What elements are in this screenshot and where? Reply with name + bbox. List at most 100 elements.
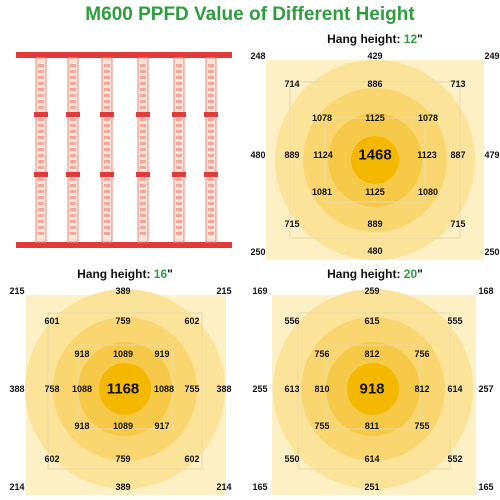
inner-middle-left: 810 [314, 384, 330, 394]
led-diode [140, 196, 146, 199]
outer-top-left: 601 [44, 316, 60, 326]
led-diode [38, 208, 44, 211]
edge-left: 255 [252, 384, 268, 394]
bar-connector [172, 112, 186, 117]
ppfd-panel-16in: Hang height: 16" 215 215 214 214 389 389… [0, 265, 250, 497]
led-diode [70, 142, 76, 145]
inner-top-center: 1125 [365, 113, 385, 123]
outer-top-left: 714 [284, 79, 300, 89]
led-diode [208, 88, 214, 91]
led-diode [176, 226, 182, 229]
led-diode [104, 166, 110, 169]
led-diode [140, 64, 146, 67]
led-diode [38, 118, 44, 121]
outer-top-center: 886 [367, 79, 383, 89]
outer-top-center: 759 [115, 316, 131, 326]
led-diode [140, 118, 146, 121]
bar-connector [66, 112, 80, 117]
led-diode [104, 118, 110, 121]
inner-middle-left: 1088 [71, 384, 93, 394]
led-diode [104, 214, 110, 217]
led-diode [140, 214, 146, 217]
led-diode [208, 70, 214, 73]
led-diode [208, 208, 214, 211]
led-diode [70, 130, 76, 133]
panel-heading-unit: " [167, 267, 173, 281]
inner-middle-left: 1124 [313, 150, 333, 160]
led-diode [38, 70, 44, 73]
led-diode [208, 214, 214, 217]
led-diode [70, 202, 76, 205]
led-diode [208, 106, 214, 109]
led-diode [70, 88, 76, 91]
bar-connector [100, 172, 114, 177]
led-diode [38, 226, 44, 229]
led-diode [38, 124, 44, 127]
led-diode [104, 64, 110, 67]
led-diode [208, 232, 214, 235]
outer-top-right: 713 [450, 79, 466, 89]
inner-top-center: 1089 [112, 349, 134, 359]
led-diode [38, 88, 44, 91]
panel-heading-height: 12 [403, 32, 418, 46]
led-diode [140, 100, 146, 103]
led-diode [176, 148, 182, 151]
corner-top-right: 249 [484, 51, 500, 61]
center-value: 918 [359, 380, 385, 398]
inner-top-left: 756 [314, 349, 330, 359]
edge-left: 388 [9, 384, 25, 394]
led-diode [104, 220, 110, 223]
led-diode [38, 178, 44, 181]
led-diode [208, 118, 214, 121]
led-diode [70, 166, 76, 169]
led-diode [70, 100, 76, 103]
led-diode [38, 184, 44, 187]
led-diode [104, 124, 110, 127]
edge-right: 479 [484, 150, 500, 160]
edge-bottom: 480 [367, 246, 383, 256]
led-diode [208, 82, 214, 85]
led-diode [70, 196, 76, 199]
led-diode [104, 88, 110, 91]
fixture-bottom-frame [16, 242, 232, 248]
bar-connector [204, 112, 218, 117]
led-diode [176, 118, 182, 121]
led-diode [140, 94, 146, 97]
edge-bottom: 251 [364, 482, 380, 492]
outer-bottom-center: 614 [364, 454, 380, 464]
led-diode [140, 178, 146, 181]
led-diode [208, 202, 214, 205]
led-diode [176, 82, 182, 85]
led-diode [208, 124, 214, 127]
inner-bottom-right: 917 [154, 421, 170, 431]
corner-top-right: 168 [478, 286, 494, 296]
led-diode [38, 136, 44, 139]
inner-middle-right: 812 [414, 384, 430, 394]
led-diode [104, 76, 110, 79]
led-diode [38, 76, 44, 79]
led-diode [140, 232, 146, 235]
led-diode [70, 64, 76, 67]
led-diode [70, 160, 76, 163]
panel-heading-unit: " [417, 32, 423, 46]
panel-heading-label: Hang height: [327, 267, 404, 281]
led-diode [140, 130, 146, 133]
ring-center [347, 363, 399, 415]
led-diode [140, 184, 146, 187]
outer-middle-right: 887 [450, 150, 466, 160]
inner-top-right: 919 [154, 349, 170, 359]
led-diode [104, 94, 110, 97]
edge-left: 480 [250, 150, 266, 160]
grid-outer [289, 81, 461, 239]
led-diode [140, 160, 146, 163]
bar-connector [204, 172, 218, 177]
ppfd-map [272, 289, 476, 495]
led-fixture-graphic [16, 52, 232, 248]
led-diode [104, 184, 110, 187]
led-fixture-illustration [16, 50, 232, 250]
grid-inner [324, 117, 426, 203]
panel-heading: Hang height: 20" [250, 267, 500, 281]
led-diode [38, 196, 44, 199]
led-diode [38, 100, 44, 103]
inner-bottom-right: 1080 [417, 187, 439, 197]
